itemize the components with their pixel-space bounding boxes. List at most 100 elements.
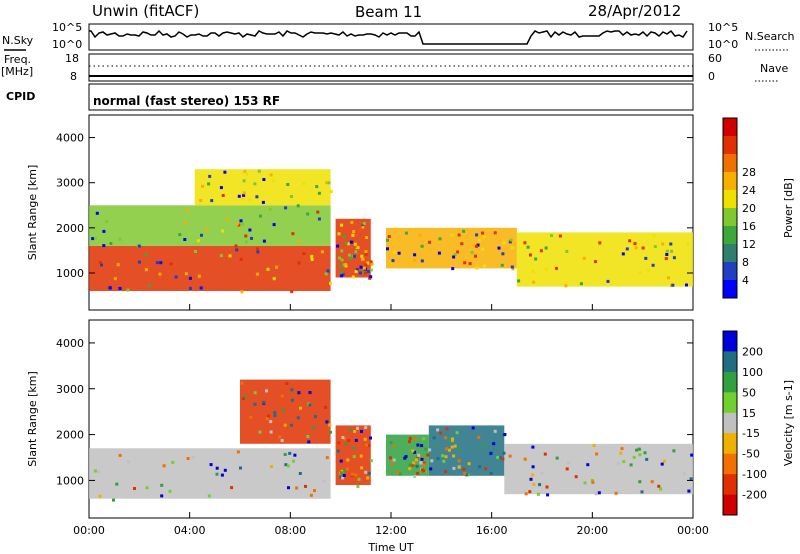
power-panel: 1000 2000 3000 4000 Slant Range [km] [26, 114, 694, 311]
echo-speckle [291, 232, 295, 236]
echo-speckle [339, 471, 343, 475]
echo-speckle [242, 193, 246, 197]
echo-speckle [183, 238, 187, 241]
echo-speckle [672, 256, 676, 260]
echo-speckle [290, 423, 294, 427]
echo-speckle [145, 486, 149, 490]
echo-speckle [523, 457, 527, 461]
echo-speckle [351, 275, 355, 279]
echo-speckle [309, 493, 313, 497]
echo-speckle [463, 261, 467, 265]
y-tick-label: 1000 [56, 474, 84, 487]
echo-speckle [349, 240, 353, 244]
echo-speckle [269, 173, 273, 177]
colorbar-segment [723, 392, 737, 414]
colorbar-segment [723, 371, 737, 393]
echo-speckle [413, 475, 417, 479]
echo-speckle [511, 246, 514, 250]
echo-speckle [265, 389, 268, 393]
echo-speckle [441, 454, 445, 458]
echo-speckle [236, 450, 240, 454]
echo-speckle [191, 456, 195, 459]
echo-regions [89, 169, 693, 294]
echo-speckle [652, 234, 656, 238]
colorbar-tick-label: -100 [742, 468, 767, 481]
echo-speckle [369, 268, 373, 272]
echo-speckle [477, 435, 481, 439]
echo-speckle [538, 483, 542, 487]
echo-speckle [278, 435, 282, 439]
echo-region-1 [89, 205, 331, 246]
echo-speckle [329, 430, 332, 434]
nsearch-label: N.Search [745, 30, 795, 43]
echo-speckle [502, 241, 506, 245]
colorbar-segment [723, 226, 737, 245]
echo-speckle [243, 170, 247, 174]
echo-speckle [592, 444, 596, 448]
echo-speckle [432, 436, 436, 440]
echo-speckle [109, 242, 113, 245]
echo-speckle [619, 451, 623, 455]
echo-region-1 [240, 379, 331, 444]
echo-speckle [240, 290, 244, 294]
echo-speckle [531, 270, 535, 273]
echo-speckle [628, 239, 632, 243]
echo-speckle [484, 467, 488, 471]
echo-speckle [317, 217, 321, 221]
y-tick-label: 2000 [56, 222, 84, 235]
echo-speckle [337, 232, 341, 236]
y-tick-label: 4000 [56, 337, 84, 350]
echo-speckle [234, 244, 238, 248]
freq-tick-bottom: 8 [70, 70, 77, 83]
echo-speckle [392, 444, 396, 448]
echo-speckle [635, 448, 639, 452]
y-tick-label: 3000 [56, 383, 84, 396]
echo-speckle [293, 453, 297, 457]
echo-speckle [366, 261, 370, 265]
x-tick-label: 04:00 [174, 524, 206, 537]
echo-speckle [478, 465, 482, 469]
echo-speckle [317, 191, 321, 195]
echo-speckle [476, 243, 480, 247]
colorbar-segment [723, 412, 737, 434]
echo-speckle [223, 170, 227, 174]
echo-speckle [643, 451, 647, 455]
echo-speckle [342, 263, 346, 267]
echo-speckle [269, 430, 273, 434]
echo-speckle [118, 237, 122, 241]
echo-speckle [271, 179, 275, 183]
echo-speckle [663, 459, 666, 463]
echo-speckle [508, 240, 512, 244]
colorbar-segment [723, 474, 737, 495]
echo-speckle [646, 268, 650, 272]
echo-speckle [420, 244, 424, 248]
echo-region-5 [504, 443, 694, 495]
echo-speckle [582, 256, 586, 260]
echo-speckle [284, 206, 288, 210]
echo-speckle [302, 252, 306, 256]
colorbar-tick-label: 20 [742, 202, 756, 215]
echo-speckle [248, 228, 252, 232]
echo-region-0 [89, 245, 331, 291]
echo-speckle [625, 247, 629, 251]
echo-speckle [475, 266, 479, 270]
echo-speckle [98, 260, 102, 264]
echo-speckle [207, 182, 211, 186]
echo-speckle [215, 472, 219, 476]
echo-speckle [272, 223, 276, 227]
echo-speckle [347, 439, 351, 443]
echo-speckle [287, 486, 290, 490]
echo-speckle [95, 211, 99, 215]
echo-speckle [364, 470, 368, 474]
echo-speckle [155, 261, 159, 265]
echo-speckle [367, 444, 371, 448]
echo-speckle [482, 235, 486, 239]
echo-speckle [250, 236, 253, 240]
date-title: 28/Apr/2012 [588, 2, 681, 20]
echo-speckle [540, 471, 544, 475]
echo-speckle [594, 492, 598, 496]
echo-speckle [531, 445, 535, 449]
echo-speckle [364, 426, 368, 430]
echo-speckle [360, 466, 364, 470]
echo-speckle [93, 236, 97, 240]
